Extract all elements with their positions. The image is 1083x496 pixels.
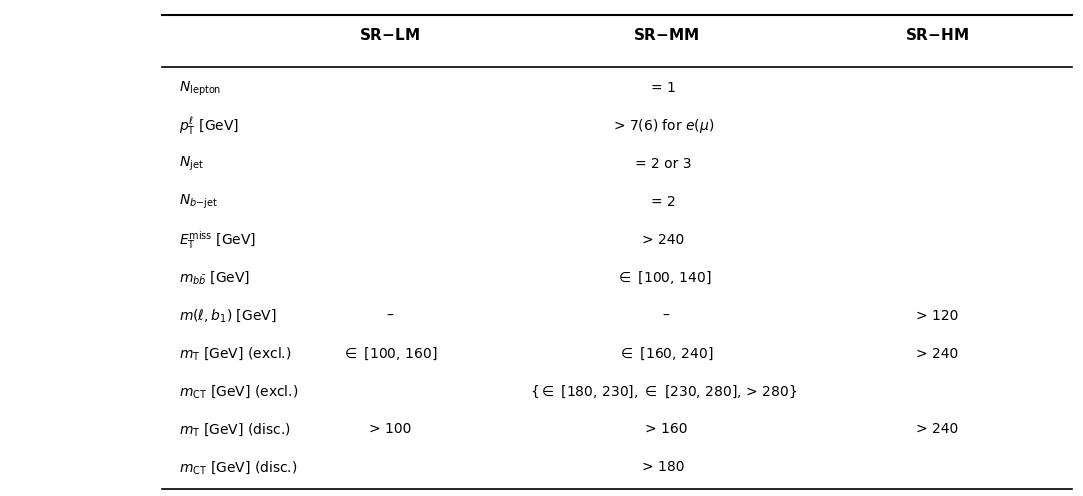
Text: = 2: = 2 [651, 195, 676, 209]
Text: > 240: > 240 [642, 233, 684, 247]
Text: > 120: > 120 [915, 309, 958, 322]
Text: > 180: > 180 [642, 460, 684, 474]
Text: $\in$ [100, 140]: $\in$ [100, 140] [615, 270, 712, 286]
Text: $\mathbf{SR{-}HM}$: $\mathbf{SR{-}HM}$ [904, 27, 969, 43]
Text: > 7(6) for $e(\mu)$: > 7(6) for $e(\mu)$ [613, 117, 714, 135]
Text: $\mathbf{SR{-}MM}$: $\mathbf{SR{-}MM}$ [632, 27, 700, 43]
Text: $m_{b\bar{b}}$ [GeV]: $m_{b\bar{b}}$ [GeV] [179, 269, 250, 286]
Text: $\in$ [100, 160]: $\in$ [100, 160] [342, 345, 438, 362]
Text: $\in$ [160, 240]: $\in$ [160, 240] [618, 345, 714, 362]
Text: $E_{\mathrm{T}}^{\mathrm{miss}}$ [GeV]: $E_{\mathrm{T}}^{\mathrm{miss}}$ [GeV] [179, 229, 256, 251]
Text: > 240: > 240 [915, 347, 958, 361]
Text: > 160: > 160 [644, 422, 688, 436]
Text: $m_{\mathrm{T}}$ [GeV] (excl.): $m_{\mathrm{T}}$ [GeV] (excl.) [179, 345, 291, 362]
Text: –: – [387, 309, 393, 322]
Text: > 100: > 100 [368, 422, 412, 436]
Text: $N_{\mathrm{jet}}$: $N_{\mathrm{jet}}$ [179, 155, 204, 173]
Text: = 2 or 3: = 2 or 3 [635, 157, 692, 171]
Text: > 240: > 240 [915, 422, 958, 436]
Text: $\mathbf{SR{-}LM}$: $\mathbf{SR{-}LM}$ [360, 27, 420, 43]
Text: $m_{\mathrm{T}}$ [GeV] (disc.): $m_{\mathrm{T}}$ [GeV] (disc.) [179, 421, 290, 437]
Text: = 1: = 1 [651, 81, 676, 95]
Text: $N_{\mathrm{lepton}}$: $N_{\mathrm{lepton}}$ [179, 79, 221, 98]
Text: $m(\ell, b_1)$ [GeV]: $m(\ell, b_1)$ [GeV] [179, 307, 276, 324]
Text: $N_{b\mathrm{-jet}}$: $N_{b\mathrm{-jet}}$ [179, 193, 218, 211]
Text: –: – [663, 309, 669, 322]
Text: $m_{\mathrm{CT}}$ [GeV] (excl.): $m_{\mathrm{CT}}$ [GeV] (excl.) [179, 383, 298, 400]
Text: $p_{\mathrm{T}}^{\ell}$ [GeV]: $p_{\mathrm{T}}^{\ell}$ [GeV] [179, 116, 238, 137]
Text: $m_{\mathrm{CT}}$ [GeV] (disc.): $m_{\mathrm{CT}}$ [GeV] (disc.) [179, 459, 297, 476]
Text: {$\in$ [180, 230], $\in$ [230, 280], > 280}: {$\in$ [180, 230], $\in$ [230, 280], > 2… [530, 383, 797, 400]
